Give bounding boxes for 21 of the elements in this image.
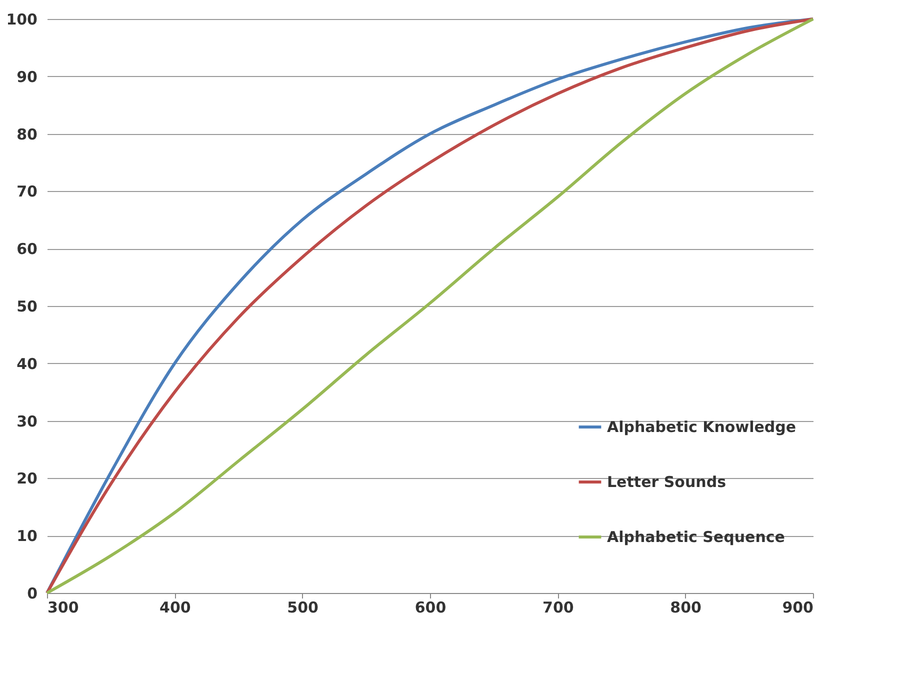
- x-tick-label: 500: [287, 598, 318, 616]
- x-tick-label: 300: [48, 598, 79, 616]
- y-tick-label: 100: [6, 10, 38, 28]
- y-tick-label: 50: [16, 298, 38, 316]
- x-tick-label: 900: [782, 598, 814, 616]
- legend-label: Alphabetic Sequence: [607, 528, 785, 546]
- y-tick-label: 30: [16, 412, 38, 430]
- x-tick-label: 700: [542, 598, 574, 616]
- legend-label: Alphabetic Knowledge: [607, 418, 796, 436]
- x-tick-label: 800: [670, 598, 702, 616]
- y-tick-label: 40: [16, 354, 38, 373]
- x-tick-label: 400: [160, 598, 191, 616]
- x-tick-label: 600: [414, 598, 446, 616]
- y-tick-label: 10: [16, 527, 38, 546]
- y-tick-label: 20: [16, 470, 38, 488]
- y-tick-label: 70: [16, 182, 38, 201]
- y-tick-label: 60: [16, 240, 38, 258]
- y-tick-label: 80: [16, 125, 38, 144]
- y-tick-label: 0: [27, 584, 38, 602]
- legend-label: Letter Sounds: [607, 473, 726, 491]
- y-tick-label: 90: [16, 68, 38, 86]
